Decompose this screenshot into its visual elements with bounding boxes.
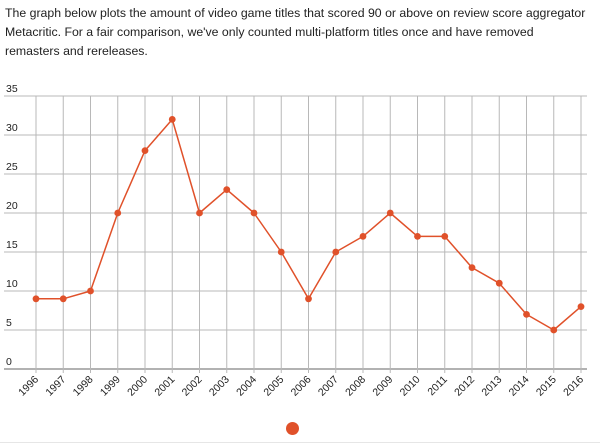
x-tick-label: 2010 [398,374,423,399]
footer-divider [0,442,600,443]
y-axis-ticks: 0 5 10 15 20 25 30 35 [6,83,18,368]
data-point[interactable] [168,116,176,123]
x-tick-label: 2007 [316,374,341,399]
x-tick-label: 2016 [561,374,586,399]
x-tick-label: 2000 [125,374,150,399]
x-tick-label: 1998 [71,374,96,399]
data-point[interactable] [359,233,367,240]
data-point[interactable] [277,248,285,256]
data-point[interactable] [32,295,40,303]
x-tick-label: 1999 [98,374,123,399]
x-tick-label: 2001 [152,374,177,399]
data-point[interactable] [441,233,449,240]
data-point[interactable] [495,279,503,287]
data-point[interactable] [550,326,558,334]
x-gridlines [35,96,582,373]
x-tick-label: 2013 [479,374,504,399]
x-tick-label: 2011 [425,374,450,399]
data-point[interactable] [577,303,585,310]
intro-paragraph: The graph below plots the amount of vide… [5,6,586,58]
data-point[interactable] [305,295,312,303]
x-tick-label: 2002 [180,374,205,399]
x-tick-label: 2009 [370,374,395,399]
x-axis-ticks: 1996 1997 1998 1999 2000 2001 2002 2003 2004 2005… [16,374,586,399]
x-tick-label: 2003 [207,374,232,399]
x-tick-label: 2015 [534,374,559,399]
data-point[interactable] [332,248,340,256]
x-tick-label: 2006 [289,374,314,399]
y-tick-label: 35 [6,83,18,95]
data-point[interactable] [414,233,421,240]
legend-marker[interactable] [286,422,299,435]
data-point[interactable] [468,264,476,271]
x-tick-label: 2005 [261,374,286,399]
y-tick-label: 0 [6,356,12,368]
data-point[interactable] [223,186,231,194]
data-point[interactable] [386,209,394,217]
data-point[interactable] [114,209,122,217]
data-point[interactable] [59,295,67,303]
data-point[interactable] [523,311,530,318]
x-tick-label: 2004 [234,374,259,399]
x-tick-label: 2014 [507,374,532,399]
x-tick-label: 2012 [452,374,477,399]
y-tick-label: 15 [6,239,18,251]
series-layer [32,116,585,334]
x-tick-label: 2008 [343,374,368,399]
y-tick-label: 5 [6,317,12,329]
data-point[interactable] [141,147,149,155]
y-tick-label: 10 [6,278,18,290]
data-point[interactable] [87,287,94,295]
y-gridlines [4,95,587,370]
data-point[interactable] [250,209,258,217]
x-tick-label: 1996 [16,374,41,399]
y-tick-label: 25 [6,161,18,173]
x-tick-label: 1997 [43,374,68,399]
y-tick-label: 20 [6,200,18,212]
data-point[interactable] [196,209,203,217]
y-tick-label: 30 [6,122,18,134]
